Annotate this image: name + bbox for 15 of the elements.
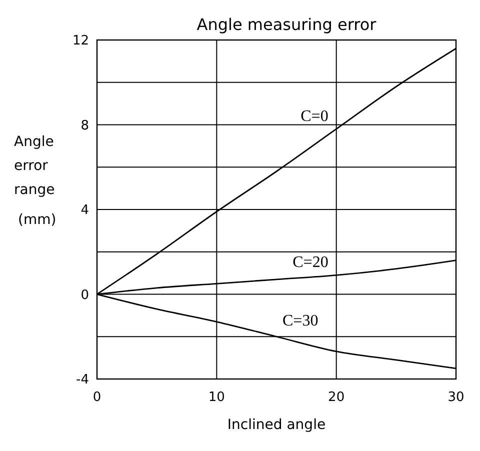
x-tick-label: 30: [448, 390, 464, 405]
x-tick-label: 10: [208, 390, 225, 405]
series-label: C=0: [300, 108, 328, 125]
y-tick-label: 4: [80, 203, 89, 218]
y-axis-title: Angle error range (mm): [14, 134, 56, 228]
y-tick-label: -4: [76, 372, 89, 388]
series-label: C=30: [282, 312, 318, 330]
x-axis-title: Inclined angle: [227, 417, 326, 433]
chart-title: Angle measuring error: [196, 15, 377, 34]
series-label: C=20: [292, 254, 328, 272]
y-tick-label: 8: [80, 118, 89, 134]
x-tick-label: 20: [328, 390, 345, 405]
y-tick-label: 12: [72, 34, 89, 49]
y-tick-label: 0: [80, 288, 89, 303]
x-tick-label: 0: [92, 390, 102, 405]
